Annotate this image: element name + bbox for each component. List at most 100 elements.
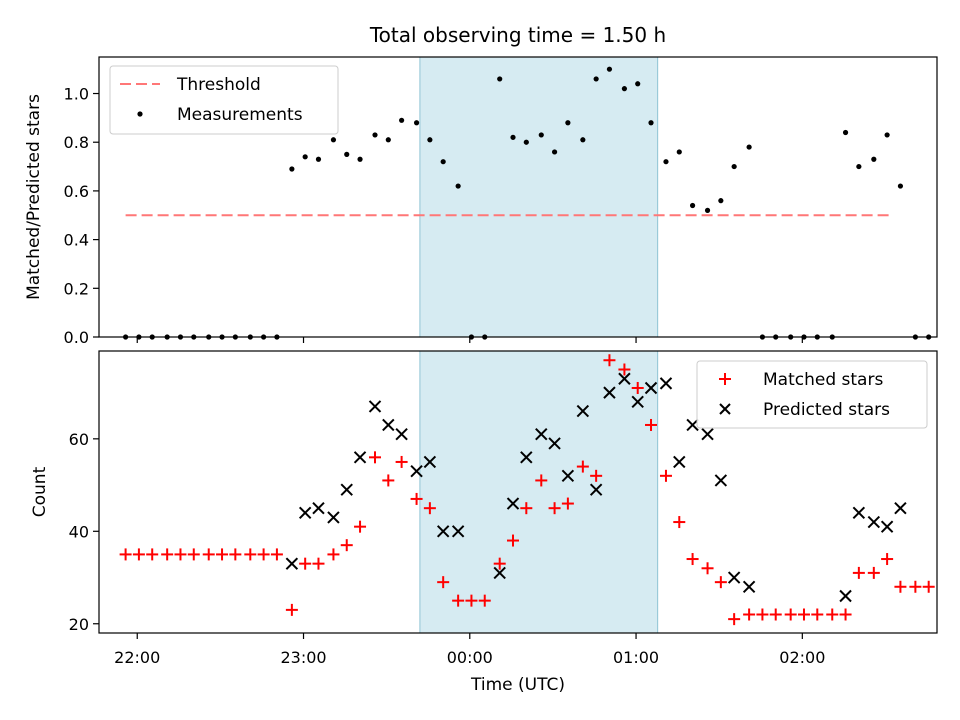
- predicted-star-point: [742, 580, 756, 593]
- matched-star-point: [520, 502, 533, 515]
- measurement-point: [746, 144, 752, 150]
- measurement-point: [497, 76, 503, 82]
- x-tick-label: 02:00: [779, 648, 825, 667]
- bottom-y-axis-label: Count: [30, 466, 50, 517]
- measurement-point: [884, 132, 890, 138]
- x-tick-label: 01:00: [613, 648, 659, 667]
- top-panel: 0.0 0.2 0.4 0.6 0.8 1.0 Matched/Predicted sta…: [24, 56, 938, 347]
- predicted-star-point: [561, 469, 575, 483]
- predicted-star-point: [451, 525, 465, 538]
- matched-star-point: [369, 451, 382, 464]
- predicted-star-point: [618, 372, 631, 385]
- bottom-shaded-span: [419, 350, 659, 634]
- y-tick-label: 40: [69, 522, 89, 541]
- predicted-star-point: [714, 474, 728, 487]
- measurement-point: [676, 149, 682, 155]
- matched-star-point: [756, 608, 769, 621]
- matched-star-point: [229, 548, 242, 561]
- matched-star-point: [493, 557, 506, 570]
- y-tick-label: 0.2: [64, 279, 89, 298]
- bottom-panel: 20 40 60 22:00 23:00 00:00 01:00 02:00 Count T…: [30, 350, 938, 695]
- predicted-star-point: [880, 520, 894, 533]
- matched-star-point: [576, 460, 589, 473]
- legend-matched-swatch: [719, 373, 731, 385]
- top-legend: Threshold Measurements: [109, 65, 339, 135]
- predicted-star-point: [493, 566, 506, 580]
- predicted-star-point: [701, 428, 714, 441]
- legend-measurements-label: Measurements: [177, 105, 303, 125]
- matched-star-point: [811, 608, 824, 621]
- measurement-point: [663, 159, 669, 165]
- matched-star-point: [410, 492, 423, 505]
- matched-star-point: [743, 608, 756, 621]
- y-tick-label: 60: [69, 430, 89, 449]
- matched-star-point: [909, 580, 922, 593]
- matched-star-point: [922, 580, 935, 593]
- matched-star-point: [548, 502, 561, 515]
- top-axes-frame: [98, 56, 938, 338]
- matched-star-point: [894, 580, 907, 593]
- predicted-star-point: [576, 404, 590, 418]
- matched-star-point: [452, 594, 465, 607]
- matched-star-point: [161, 548, 174, 561]
- measurement-point: [565, 120, 571, 126]
- matched-star-point: [423, 502, 436, 515]
- matched-star-point: [852, 566, 865, 579]
- measurement-point: [372, 132, 378, 138]
- bottom-legend-box: [696, 360, 928, 429]
- legend-predicted-label: Predicted stars: [763, 400, 890, 420]
- predicted-star-point: [506, 497, 520, 510]
- top-y-ticks: 0.0 0.2 0.4 0.6 0.8 1.0: [64, 85, 99, 347]
- matched-star-point: [631, 381, 644, 394]
- bottom-legend: Matched stars Predicted stars: [696, 360, 928, 429]
- matched-star-point: [728, 613, 741, 626]
- predicted-star-point: [686, 418, 699, 432]
- bottom-axes-frame: [98, 350, 938, 634]
- measurement-point: [440, 159, 446, 165]
- measurement-point: [718, 198, 724, 204]
- measurement-point: [621, 86, 628, 92]
- measurement-point: [856, 163, 862, 170]
- predicted-star-point: [368, 400, 382, 413]
- measurement-point: [689, 202, 696, 209]
- matched-star-point: [784, 608, 797, 621]
- matched-star-point: [839, 608, 852, 621]
- chart-title: Total observing time = 1.50 h: [369, 23, 666, 47]
- matched-star-point: [659, 469, 672, 482]
- matched-star-point: [478, 594, 491, 607]
- predicted-star-point: [382, 418, 395, 432]
- measurement-point: [635, 81, 641, 87]
- measurement-point: [523, 139, 529, 145]
- matched-star-point: [465, 594, 478, 607]
- matched-star-point: [686, 553, 699, 566]
- measurement-point: [413, 120, 420, 126]
- top-y-axis-label: Matched/Predicted stars: [24, 94, 44, 300]
- y-tick-label: 0.0: [64, 328, 89, 347]
- predicted-star-point: [644, 381, 658, 395]
- predicted-star-point: [894, 501, 907, 515]
- legend-matched-label: Matched stars: [763, 370, 883, 390]
- predicted-star-point: [673, 455, 686, 469]
- predicted-star-point: [548, 437, 561, 450]
- measurement-point: [399, 117, 405, 123]
- matched-star-point: [645, 418, 658, 431]
- measurement-point: [315, 156, 322, 162]
- measurement-point: [510, 134, 516, 140]
- measurement-point: [593, 76, 599, 82]
- predicted-star-point: [298, 506, 312, 520]
- y-tick-label: 20: [69, 615, 89, 634]
- matched-star-point: [437, 576, 450, 589]
- measurement-point: [385, 137, 391, 143]
- predicted-star-points: [285, 372, 907, 603]
- measurement-point: [289, 166, 295, 172]
- matched-star-point: [881, 553, 894, 566]
- top-legend-box: [109, 65, 339, 135]
- matched-star-point: [174, 548, 187, 561]
- predicted-star-point: [395, 428, 408, 441]
- predicted-star-point: [631, 395, 644, 409]
- measurement-point: [842, 129, 849, 136]
- matched-star-point: [146, 548, 159, 561]
- predicted-star-point: [603, 386, 616, 399]
- matched-star-point: [354, 520, 367, 533]
- matched-star-point: [826, 608, 839, 621]
